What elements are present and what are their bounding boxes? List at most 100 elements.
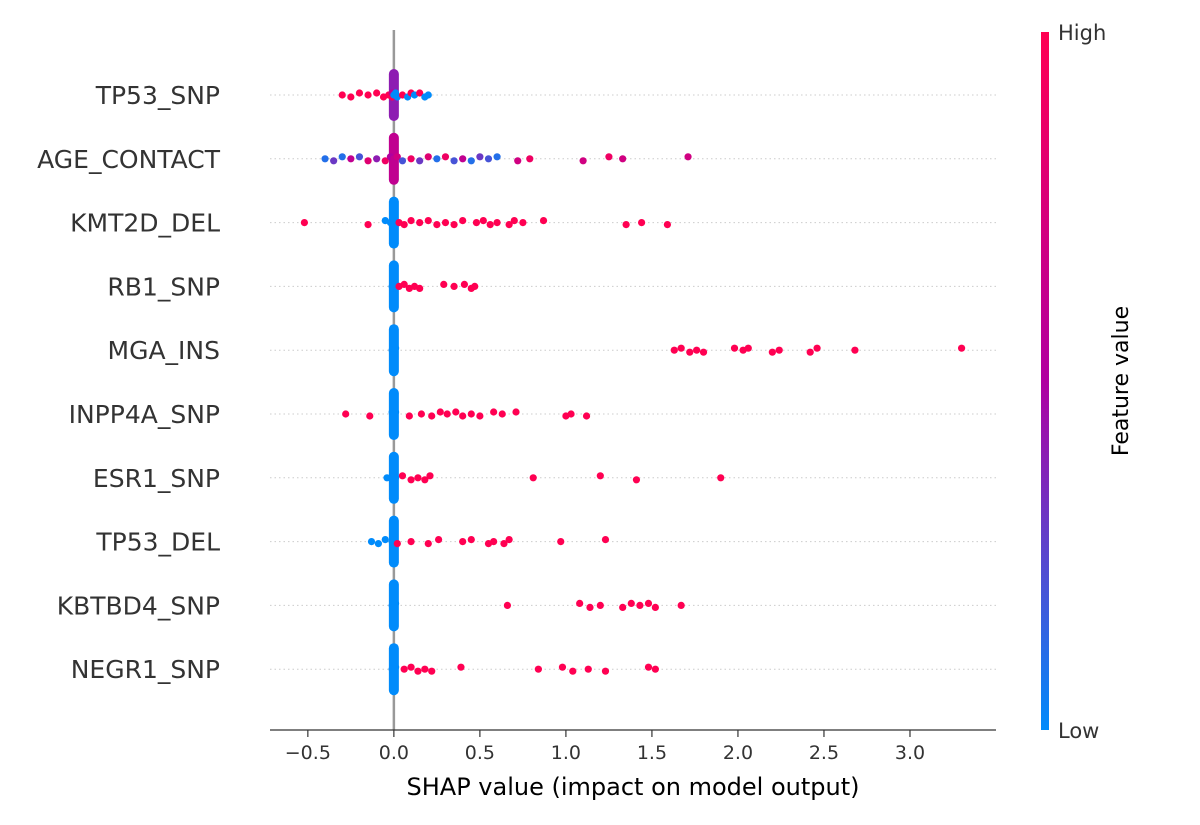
x-tick-label: 2.5 [809, 742, 839, 764]
shap-point [686, 348, 694, 356]
shap-point [484, 155, 493, 163]
shap-point [632, 476, 641, 484]
shap-point [472, 219, 481, 227]
shap-point [421, 476, 429, 484]
shap-point [321, 155, 329, 163]
shap-point [512, 408, 520, 416]
shap-point [644, 599, 653, 608]
shap-point [576, 599, 584, 608]
shap-point [558, 663, 567, 671]
shap-point [400, 280, 408, 288]
shap-point [355, 89, 364, 97]
shap-point [500, 540, 508, 548]
shap-point [400, 221, 408, 229]
shap-point [582, 412, 591, 420]
shap-point [493, 153, 501, 161]
shap-point [441, 219, 450, 227]
x-tick-label: 1.0 [551, 742, 581, 764]
shap-point [373, 155, 381, 163]
shap-point [471, 282, 479, 290]
shap-point [440, 280, 448, 288]
shap-point [519, 219, 527, 227]
shap-point [514, 157, 522, 165]
shap-point [730, 344, 739, 352]
shap-point [670, 346, 678, 354]
shap-point [424, 153, 432, 161]
shap-point [424, 91, 432, 99]
shap-point [467, 410, 475, 418]
x-axis-ticks: −0.5 0.0 0.5 1.0 1.5 2.0 2.5 3.0 [285, 730, 925, 764]
x-tick-label: 2.0 [723, 742, 753, 764]
shap-point [644, 663, 653, 671]
shap-point [338, 91, 346, 99]
shap-point [775, 346, 783, 354]
shap-point [619, 155, 627, 163]
shap-point [459, 538, 467, 546]
shap-point [503, 601, 512, 610]
shap-point [381, 157, 389, 165]
x-tick-label: 3.0 [895, 742, 925, 764]
shap-point [434, 536, 443, 544]
shap-point [529, 474, 537, 482]
feature-labels: TP53_SNP AGE_CONTACT KMT2D_DEL RB1_SNP MGA_I… [37, 81, 221, 684]
shap-point [381, 536, 389, 544]
shap-point [433, 155, 441, 163]
colorbar-high-label: High [1058, 21, 1106, 45]
shap-point [347, 93, 355, 101]
shap-point [586, 603, 594, 612]
x-tick-label: 0.0 [379, 742, 409, 764]
shap-point [699, 348, 708, 356]
shap-point [806, 348, 814, 356]
shap-point [347, 155, 355, 163]
shap-point [405, 412, 413, 420]
shap-point [416, 284, 424, 292]
shap-point [636, 601, 644, 610]
shap-point [490, 408, 498, 416]
shap-point [467, 536, 475, 544]
shap-point [476, 412, 484, 420]
shap-point [627, 599, 635, 608]
shap-point [366, 412, 374, 420]
shap-point [398, 157, 407, 165]
shap-point [391, 408, 400, 416]
shap-point [450, 157, 458, 165]
shap-point [391, 474, 400, 482]
shap-point [693, 346, 701, 354]
shap-point [684, 153, 692, 161]
shap-point [367, 538, 376, 546]
shap-point [476, 153, 484, 161]
shap-point [393, 153, 401, 161]
shap-point [391, 344, 400, 352]
shap-point [768, 348, 776, 356]
shap-point [510, 217, 518, 225]
shap-point [364, 157, 372, 165]
shap-point [373, 89, 381, 97]
feature-label: KBTBD4_SNP [57, 591, 220, 620]
feature-label: TP53_DEL [95, 528, 220, 557]
x-tick-label: 1.5 [637, 742, 667, 764]
shap-point [539, 217, 548, 225]
shap-point [400, 665, 408, 673]
feature-label: ESR1_SNP [93, 464, 220, 493]
shap-point [338, 153, 346, 161]
shap-point [424, 217, 432, 225]
feature-label: TP53_SNP [95, 81, 220, 110]
feature-label: INPP4A_SNP [69, 400, 220, 429]
shap-point [601, 667, 610, 675]
shap-point [460, 280, 469, 288]
shap-point [744, 344, 752, 352]
x-axis-title: SHAP value (impact on model output) [407, 773, 860, 801]
shap-point [330, 157, 338, 165]
shap-point [651, 603, 659, 612]
shap-point [426, 472, 434, 480]
shap-point [407, 538, 415, 546]
shap-point [428, 412, 436, 420]
shap-point [651, 665, 659, 673]
shap-point [526, 155, 534, 163]
shap-point [393, 540, 401, 548]
shap-point [467, 157, 475, 165]
shap-point [505, 221, 513, 229]
shap-point [391, 663, 400, 671]
shap-point [605, 153, 613, 161]
